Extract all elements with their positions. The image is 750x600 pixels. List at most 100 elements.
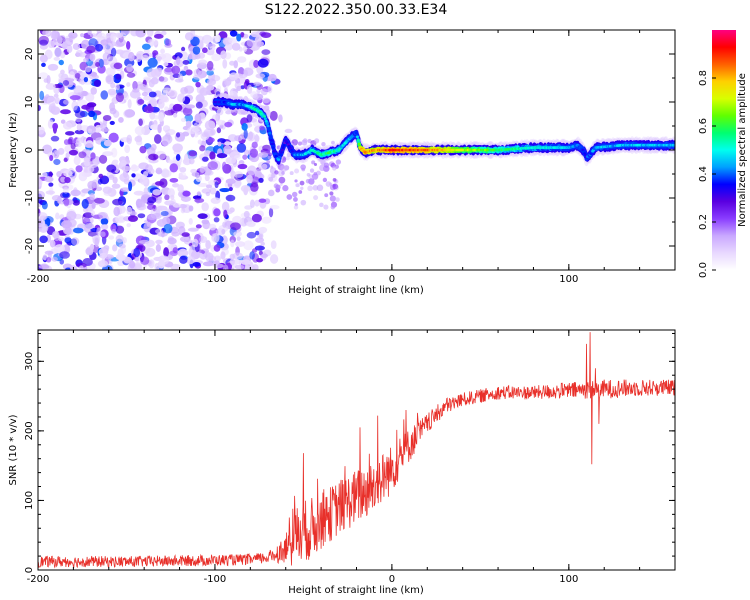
noise-blob — [89, 193, 95, 201]
noise-blob — [87, 128, 93, 134]
noise-blob — [230, 239, 235, 248]
noise-blob — [149, 39, 159, 46]
noise-blob — [230, 222, 241, 231]
noise-blob — [322, 177, 328, 183]
noise-blob — [137, 213, 146, 219]
noise-blob — [65, 131, 75, 136]
noise-blob — [231, 42, 241, 51]
noise-blob — [86, 149, 92, 156]
noise-blob — [184, 153, 189, 164]
colorbar-tick-label: 0.0 — [698, 262, 709, 278]
snr-x-tick-label: -200 — [27, 574, 50, 585]
noise-blob — [213, 217, 220, 223]
noise-blob — [202, 261, 214, 267]
noise-blob — [83, 157, 91, 167]
ridge-core — [265, 122, 269, 125]
noise-blob — [243, 67, 254, 76]
noise-blob — [143, 187, 149, 195]
snr-x-tick-label: 0 — [389, 574, 395, 585]
noise-blob — [119, 172, 130, 182]
noise-blob — [112, 159, 119, 164]
noise-blob — [64, 176, 71, 184]
noise-blob — [86, 45, 96, 54]
noise-blob — [133, 247, 141, 258]
noise-blob — [276, 145, 281, 150]
noise-blob — [246, 39, 255, 47]
noise-blob — [261, 163, 268, 170]
noise-blob — [185, 120, 192, 128]
noise-blob — [211, 106, 219, 111]
noise-blob — [236, 143, 247, 153]
noise-blob — [140, 54, 150, 61]
noise-blob — [216, 108, 224, 116]
noise-blob — [240, 259, 251, 265]
noise-blob — [195, 224, 202, 229]
noise-blob — [85, 66, 92, 73]
noise-blob — [42, 30, 52, 36]
noise-blob — [74, 129, 85, 135]
noise-blob — [214, 181, 219, 189]
noise-blob — [205, 184, 213, 189]
noise-blob — [153, 33, 164, 39]
noise-blob — [139, 145, 147, 154]
noise-blob — [47, 40, 55, 49]
noise-blob — [204, 174, 210, 182]
noise-blob — [335, 197, 340, 202]
noise-blob — [41, 201, 48, 210]
noise-blob — [280, 165, 288, 172]
noise-blob — [299, 180, 305, 186]
noise-blob — [220, 50, 227, 60]
noise-blob — [71, 237, 80, 246]
ridge-core — [262, 115, 267, 118]
ridge-core — [356, 139, 360, 142]
noise-blob — [234, 241, 246, 247]
noise-blob — [184, 114, 194, 123]
noise-blob — [63, 197, 70, 207]
noise-blob — [305, 178, 311, 184]
noise-blob — [192, 46, 201, 55]
noise-blob — [258, 177, 264, 183]
noise-blob — [312, 185, 319, 191]
noise-blob — [195, 101, 203, 109]
noise-blob — [222, 221, 227, 228]
noise-blob — [228, 90, 238, 98]
noise-blob — [188, 217, 193, 225]
noise-blob — [78, 151, 87, 159]
noise-blob — [273, 183, 279, 189]
noise-blob — [195, 81, 201, 88]
noise-blob — [246, 114, 253, 123]
noise-blob — [267, 155, 272, 160]
noise-blob — [52, 122, 59, 130]
noise-blob — [138, 201, 145, 208]
noise-blob — [294, 179, 298, 183]
noise-blob — [244, 79, 250, 85]
noise-blob — [206, 78, 217, 86]
noise-blob — [208, 223, 217, 231]
colorbar-ticks: 0.0 0.2 0.4 0.6 0.8 — [698, 70, 716, 278]
noise-blob — [58, 34, 66, 41]
noise-blob — [197, 182, 208, 188]
noise-blob — [38, 212, 48, 221]
noise-blob — [196, 191, 202, 196]
noise-blob — [107, 88, 117, 96]
noise-blob — [216, 152, 228, 159]
noise-blob — [270, 240, 277, 250]
noise-blob — [101, 224, 108, 229]
noise-blob — [170, 263, 181, 270]
noise-blob — [234, 81, 241, 90]
noise-blob — [229, 258, 236, 266]
noise-blob — [46, 74, 51, 85]
ridge-core — [268, 131, 272, 135]
noise-blob — [217, 141, 222, 147]
noise-blob — [255, 73, 266, 79]
noise-blob — [93, 79, 102, 88]
noise-blob — [156, 205, 168, 211]
noise-blob — [70, 189, 81, 197]
snr-y-tick-label: 0 — [24, 567, 35, 573]
noise-blob — [87, 180, 96, 190]
noise-blob — [269, 204, 280, 210]
noise-blob — [307, 185, 313, 192]
noise-blob — [188, 158, 195, 165]
noise-blob — [164, 106, 169, 112]
noise-blob — [161, 138, 170, 147]
